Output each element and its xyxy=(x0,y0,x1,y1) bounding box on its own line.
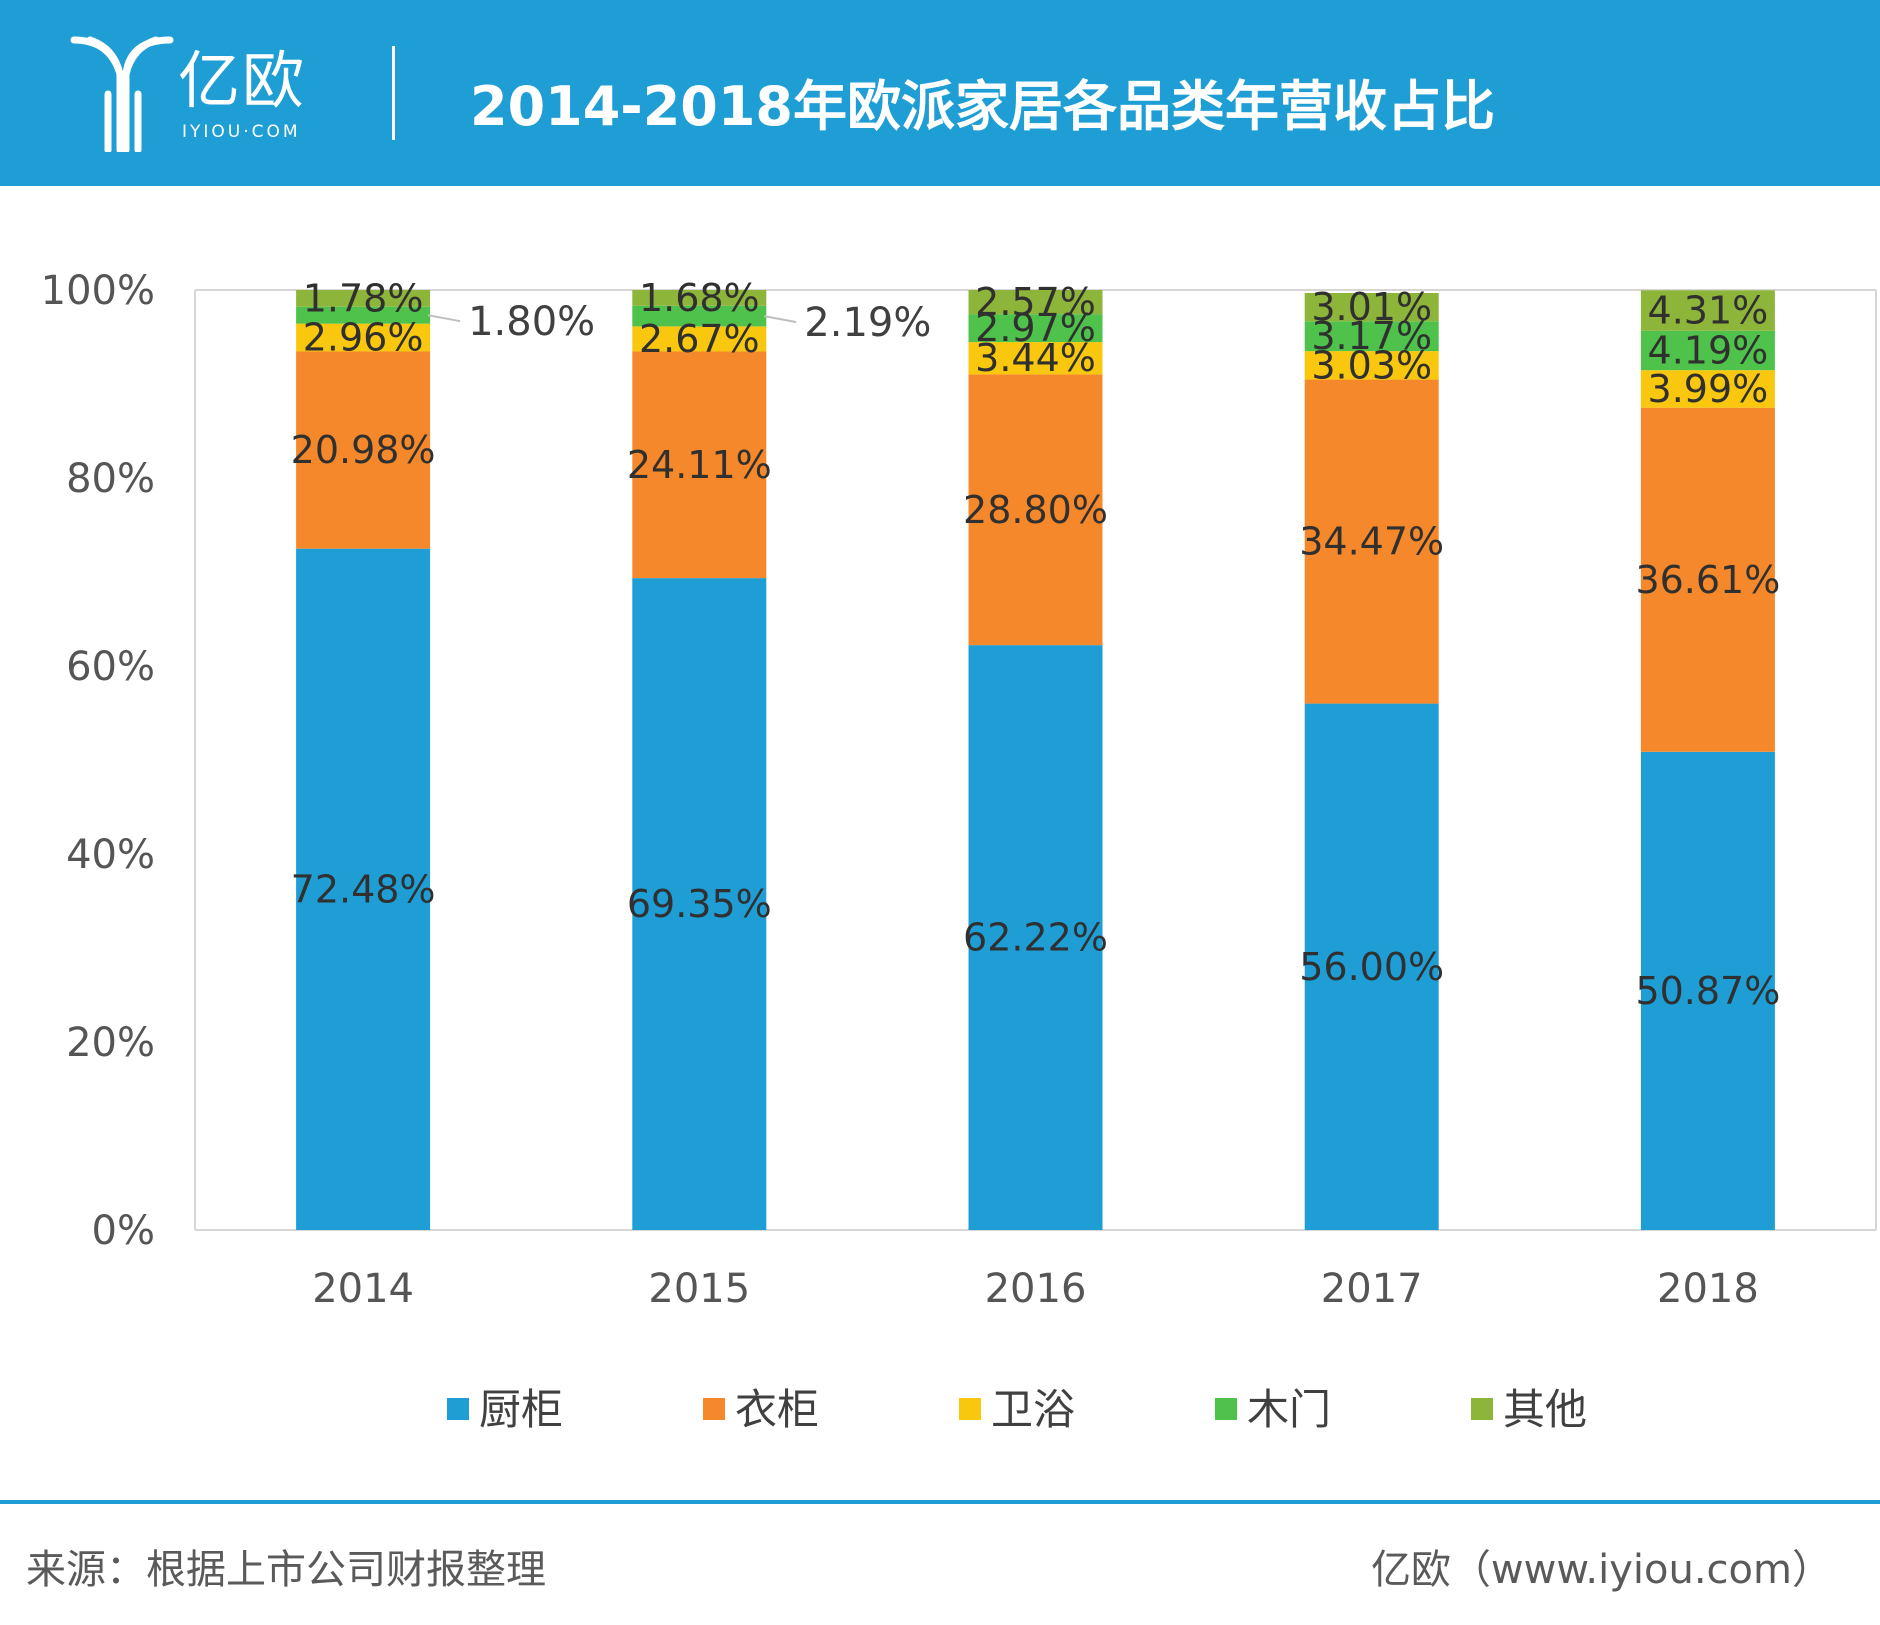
data-label: 3.17% xyxy=(1311,314,1432,358)
bar-segment xyxy=(1304,351,1439,380)
bar-segment xyxy=(296,306,431,324)
footer-divider xyxy=(0,1500,1880,1504)
data-label: 1.80% xyxy=(468,299,595,345)
legend-swatch xyxy=(1215,1398,1237,1420)
x-tick-label: 2015 xyxy=(648,1266,750,1312)
header-banner: 亿欧 IYIOU·COM 2014-2018年欧派家居各品类年营收占比 xyxy=(0,0,1880,186)
y-tick-label: 60% xyxy=(66,644,155,690)
bar-segment xyxy=(632,305,767,327)
bar-segment xyxy=(1640,290,1775,331)
bar-segment xyxy=(1640,751,1775,1230)
data-label: 4.31% xyxy=(1648,289,1769,333)
data-label: 2.67% xyxy=(639,317,760,361)
data-label: 72.48% xyxy=(291,867,436,911)
data-label: 62.22% xyxy=(963,916,1108,960)
source-note: 来源：根据上市公司财报整理 xyxy=(26,1547,546,1593)
x-axis: 2014 2015 2016 2017 2018 xyxy=(312,1266,1759,1312)
data-label: 20.98% xyxy=(291,428,436,472)
header-divider xyxy=(392,46,395,140)
bar-segment xyxy=(296,290,431,307)
callout-leader-line xyxy=(427,314,461,323)
logo-subtext: IYIOU·COM xyxy=(182,122,301,142)
bar-segment xyxy=(632,290,767,306)
bar-segment xyxy=(1640,407,1775,752)
y-tick-label: 80% xyxy=(66,456,155,502)
y-axis: 0% 20% 40% 60% 80% 100% xyxy=(41,268,155,1254)
bar-segment xyxy=(968,374,1103,646)
data-label: 50.87% xyxy=(1635,969,1780,1013)
plot-area: 72.48% 20.98% 2.96% 1.80% 1.78% 69.35% 24.11% 2… xyxy=(194,276,1877,1231)
legend-label: 卫浴 xyxy=(991,1385,1076,1434)
x-tick-label: 2018 xyxy=(1657,1266,1759,1312)
legend-label: 木门 xyxy=(1247,1385,1332,1434)
bar-segment xyxy=(296,351,431,549)
y-tick-label: 0% xyxy=(92,1208,155,1254)
legend-swatch xyxy=(1471,1398,1493,1420)
bar-segment xyxy=(1640,370,1775,408)
data-label: 2.96% xyxy=(303,316,424,360)
y-tick-label: 40% xyxy=(66,832,155,878)
bar-segment xyxy=(968,290,1103,315)
data-label: 2.97% xyxy=(975,306,1096,350)
bar-segment xyxy=(632,351,767,579)
legend-swatch xyxy=(447,1398,469,1420)
bar-segment xyxy=(1304,379,1439,704)
legend-label: 厨柜 xyxy=(479,1385,564,1434)
data-label: 34.47% xyxy=(1299,520,1444,564)
x-tick-label: 2017 xyxy=(1321,1266,1423,1312)
bar-segment xyxy=(968,645,1103,1230)
iyiou-logo-icon xyxy=(70,36,174,152)
x-tick-label: 2014 xyxy=(312,1266,414,1312)
y-tick-label: 20% xyxy=(66,1020,155,1066)
data-label: 2.57% xyxy=(975,280,1096,324)
x-tick-label: 2016 xyxy=(985,1266,1087,1312)
data-label: 3.44% xyxy=(975,336,1096,380)
chart-legend: 厨柜 衣柜 卫浴 木门 其他 xyxy=(0,1370,1880,1440)
data-label: 3.99% xyxy=(1648,367,1769,411)
data-label: 3.03% xyxy=(1311,343,1432,387)
bar-segment xyxy=(968,342,1103,375)
bar-segment xyxy=(1304,293,1439,322)
bar-segment xyxy=(1304,703,1439,1230)
data-label: 1.68% xyxy=(639,276,760,320)
footer-brand: 亿欧（www.iyiou.com） xyxy=(1370,1547,1832,1593)
data-label: 3.01% xyxy=(1311,285,1432,329)
bar-segment xyxy=(1304,321,1439,352)
callout-leader-line xyxy=(764,315,797,324)
legend-swatch xyxy=(703,1398,725,1420)
bar-segment xyxy=(968,314,1103,343)
bar-segment xyxy=(296,548,431,1230)
data-label: 56.00% xyxy=(1299,945,1444,989)
legend-swatch xyxy=(959,1398,981,1420)
page-title: 2014-2018年欧派家居各品类年营收占比 xyxy=(470,75,1495,138)
legend-label: 衣柜 xyxy=(735,1385,820,1434)
legend-label: 其他 xyxy=(1503,1385,1588,1434)
logo-text: 亿欧 xyxy=(178,44,307,117)
bar-segment xyxy=(632,578,767,1230)
data-label: 1.78% xyxy=(303,276,424,320)
bar-segment xyxy=(1640,330,1775,371)
data-label: 69.35% xyxy=(627,882,772,926)
data-label: 24.11% xyxy=(627,443,772,487)
y-tick-label: 100% xyxy=(41,268,155,314)
data-label: 2.19% xyxy=(804,300,931,346)
data-label: 36.61% xyxy=(1635,558,1780,602)
bar-segment xyxy=(632,326,767,352)
bar-segment xyxy=(296,323,431,352)
stacked-bar-chart: 0% 20% 40% 60% 80% 100% 72.48% 20.98% 2.96% 1.80… xyxy=(41,268,1877,1312)
data-label: 4.19% xyxy=(1648,328,1769,372)
data-label: 28.80% xyxy=(963,488,1108,532)
